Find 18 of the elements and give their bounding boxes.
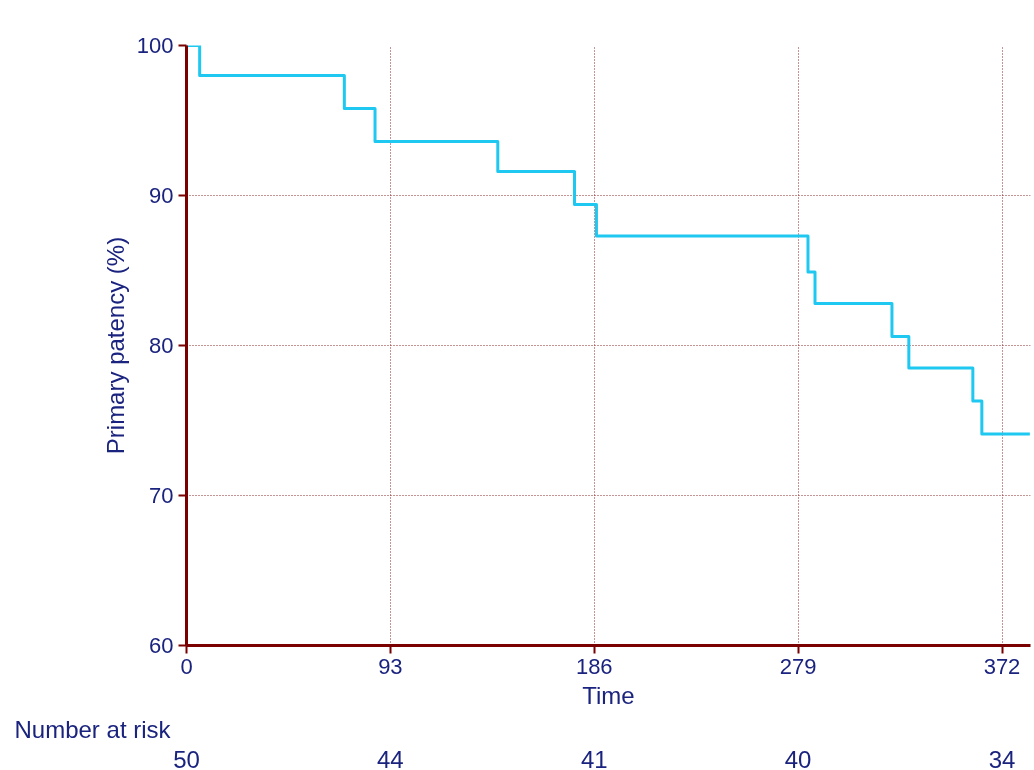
- x-tick-label: 279: [779, 653, 817, 679]
- text: 44: [377, 745, 404, 770]
- y-axis-title: Primary patency (%): [101, 236, 129, 455]
- x-tick-label: 372: [983, 653, 1021, 679]
- text: 40: [784, 745, 812, 770]
- x-tick-label: 0: [180, 653, 193, 679]
- text: Number at risk: [14, 715, 172, 743]
- y-tick-label: 100: [136, 33, 174, 58]
- text: 34: [988, 745, 1016, 770]
- y-tick-label: 90: [149, 183, 174, 208]
- text: 41: [580, 745, 608, 770]
- x-axis-title: Time: [582, 681, 635, 709]
- y-tick-label: 60: [149, 633, 174, 658]
- y-tick-label: 70: [149, 483, 174, 508]
- x-tick-label: 93: [378, 653, 403, 679]
- x-tick-label: 186: [575, 653, 613, 679]
- text: 50: [173, 745, 200, 770]
- y-tick-label: 80: [149, 333, 174, 358]
